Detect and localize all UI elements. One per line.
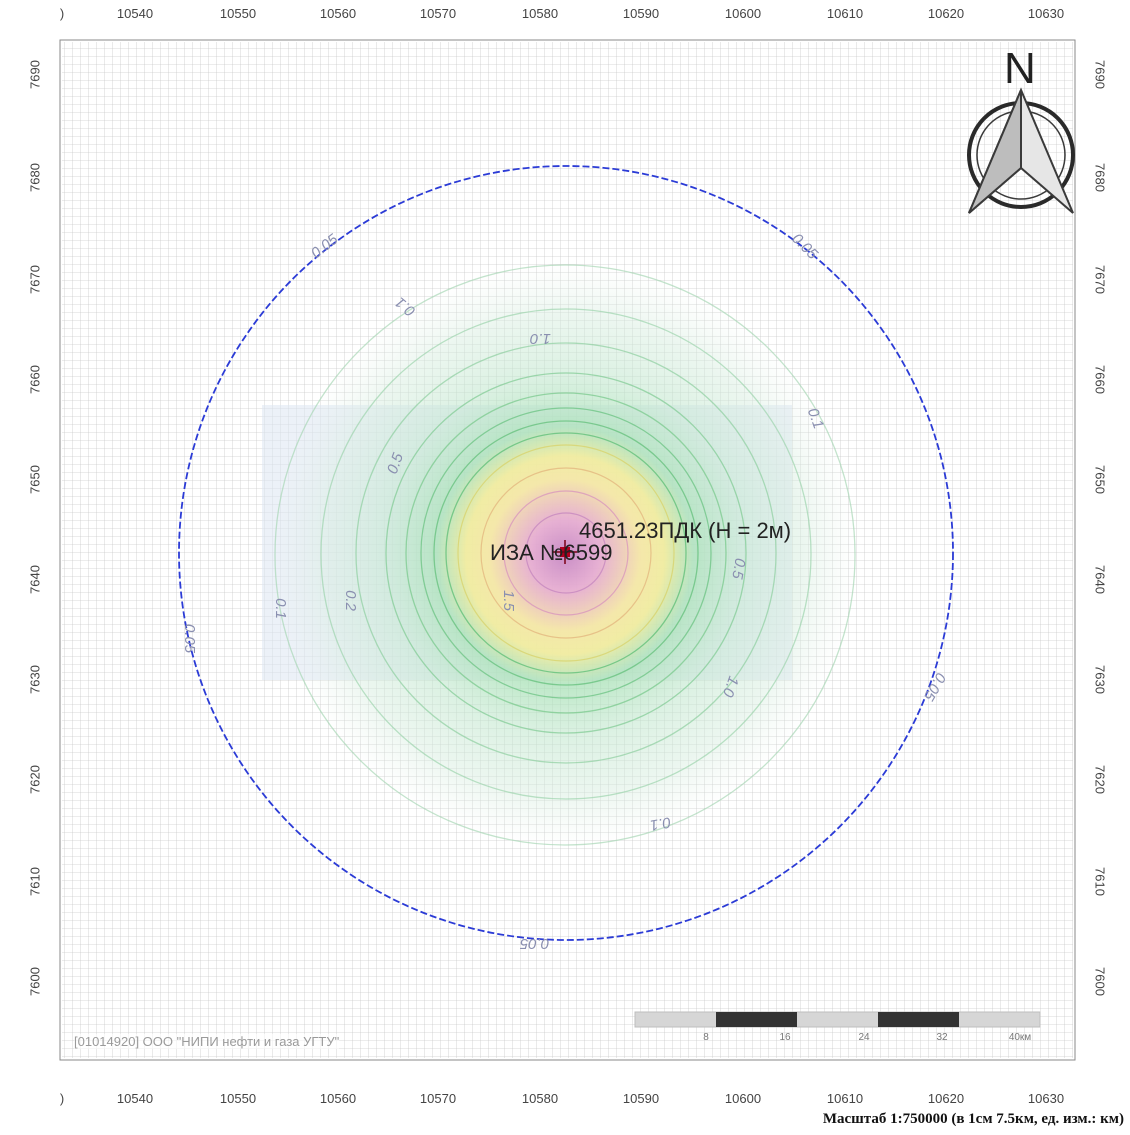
x-tick-label: 10560 bbox=[319, 1091, 357, 1106]
scale-title: Масштаб 1:750000 (в 1см 7.5км, ед. изм.:… bbox=[822, 1111, 1124, 1127]
isoline-label: 0.1 bbox=[271, 598, 289, 619]
isoline-label: 1.0 bbox=[530, 330, 551, 347]
isoline-ring bbox=[433, 420, 699, 686]
x-tick-label: 10570 bbox=[419, 1091, 457, 1106]
source-marker bbox=[553, 540, 577, 564]
isoline-ring bbox=[385, 372, 747, 734]
y-tick-label: 7670 bbox=[27, 265, 43, 294]
x-tick-label: 10590 bbox=[622, 6, 660, 21]
y-tick-label: 7650 bbox=[1092, 465, 1108, 494]
x-tick-label: 10630 bbox=[1027, 6, 1065, 21]
y-tick-label: 7650 bbox=[27, 465, 43, 494]
x-tick-label: 10560 bbox=[319, 6, 357, 21]
isoline-ring bbox=[420, 407, 712, 699]
isoline-ring bbox=[405, 392, 727, 714]
y-tick-label: 7690 bbox=[1092, 60, 1108, 89]
x-tick-label: 10580 bbox=[521, 1091, 559, 1106]
y-tick-label: 7630 bbox=[27, 665, 43, 694]
x-tick-label: 10590 bbox=[622, 1091, 660, 1106]
isoline-ring bbox=[480, 467, 652, 639]
scale-bar-tick-label: 8 bbox=[703, 1032, 709, 1043]
x-tick-label: 10550 bbox=[219, 6, 257, 21]
y-tick-label: 7620 bbox=[1092, 765, 1108, 794]
scale-bar-tick-label: 32 bbox=[936, 1032, 948, 1043]
scale-bar bbox=[634, 1011, 1041, 1028]
x-tick-label: 10540 bbox=[116, 6, 154, 21]
y-tick-label: 7640 bbox=[27, 565, 43, 594]
x-tick-label: 10610 bbox=[826, 6, 864, 21]
x-tick-label: 10570 bbox=[419, 6, 457, 21]
y-tick-label: 7600 bbox=[1092, 967, 1108, 996]
x-tick-label: 10580 bbox=[521, 6, 559, 21]
y-tick-label: 7610 bbox=[1092, 867, 1108, 896]
y-tick-label: 7660 bbox=[1092, 365, 1108, 394]
isoline-ring bbox=[503, 490, 629, 616]
max-concentration-label: 4651.23ПДК (H = 2м) bbox=[579, 518, 792, 543]
scale-bar-tick-label: 16 bbox=[779, 1032, 791, 1043]
x-tick-label: 10550 bbox=[219, 1091, 257, 1106]
x-tick-label: ) bbox=[59, 1091, 65, 1106]
isolines bbox=[274, 264, 856, 846]
isoline-label: 0.5 bbox=[728, 556, 749, 581]
y-tick-label: 7660 bbox=[27, 365, 43, 394]
y-tick-label: 7630 bbox=[1092, 665, 1108, 694]
scale-bar-tick-label: 40км bbox=[1008, 1032, 1032, 1043]
isoline-label: 1.5 bbox=[499, 590, 517, 611]
isoline-ring bbox=[457, 444, 675, 662]
isoline-label: 0.1 bbox=[648, 813, 673, 834]
copyright-label: [01014920] ООО "НИПИ нефти и газа УГТУ" bbox=[74, 1034, 340, 1049]
y-tick-label: 7600 bbox=[27, 967, 43, 996]
y-tick-label: 7640 bbox=[1092, 565, 1108, 594]
x-tick-label: 10620 bbox=[927, 6, 965, 21]
x-tick-label: ) bbox=[59, 6, 65, 21]
isoline-label: 0.05 bbox=[520, 935, 550, 952]
scale-bar-tick-label: 24 bbox=[858, 1032, 870, 1043]
x-tick-label: 10610 bbox=[826, 1091, 864, 1106]
y-tick-label: 7620 bbox=[27, 765, 43, 794]
x-tick-label: 10630 bbox=[1027, 1091, 1065, 1106]
x-tick-label: 10620 bbox=[927, 1091, 965, 1106]
isoline-ring bbox=[355, 342, 777, 764]
isoline-ring bbox=[525, 512, 607, 594]
isoline-ring bbox=[445, 432, 687, 674]
isoline-label: 0.2 bbox=[341, 590, 359, 611]
boundary-circle bbox=[178, 165, 954, 941]
x-tick-label: 10600 bbox=[724, 1091, 762, 1106]
isoline-ring bbox=[274, 264, 856, 846]
y-tick-label: 7610 bbox=[27, 867, 43, 896]
north-arrow-icon bbox=[967, 87, 1075, 214]
x-tick-label: 10540 bbox=[116, 1091, 154, 1106]
x-tick-label: 10600 bbox=[724, 6, 762, 21]
north-label: N bbox=[1004, 44, 1036, 93]
isoline-ring bbox=[320, 308, 812, 800]
y-tick-label: 7680 bbox=[27, 163, 43, 192]
y-tick-label: 7690 bbox=[27, 60, 43, 89]
isoline-label: 0.05 bbox=[181, 623, 199, 654]
source-label: ИЗА №6599 bbox=[490, 540, 613, 565]
y-tick-label: 7680 bbox=[1092, 163, 1108, 192]
y-tick-label: 7670 bbox=[1092, 265, 1108, 294]
